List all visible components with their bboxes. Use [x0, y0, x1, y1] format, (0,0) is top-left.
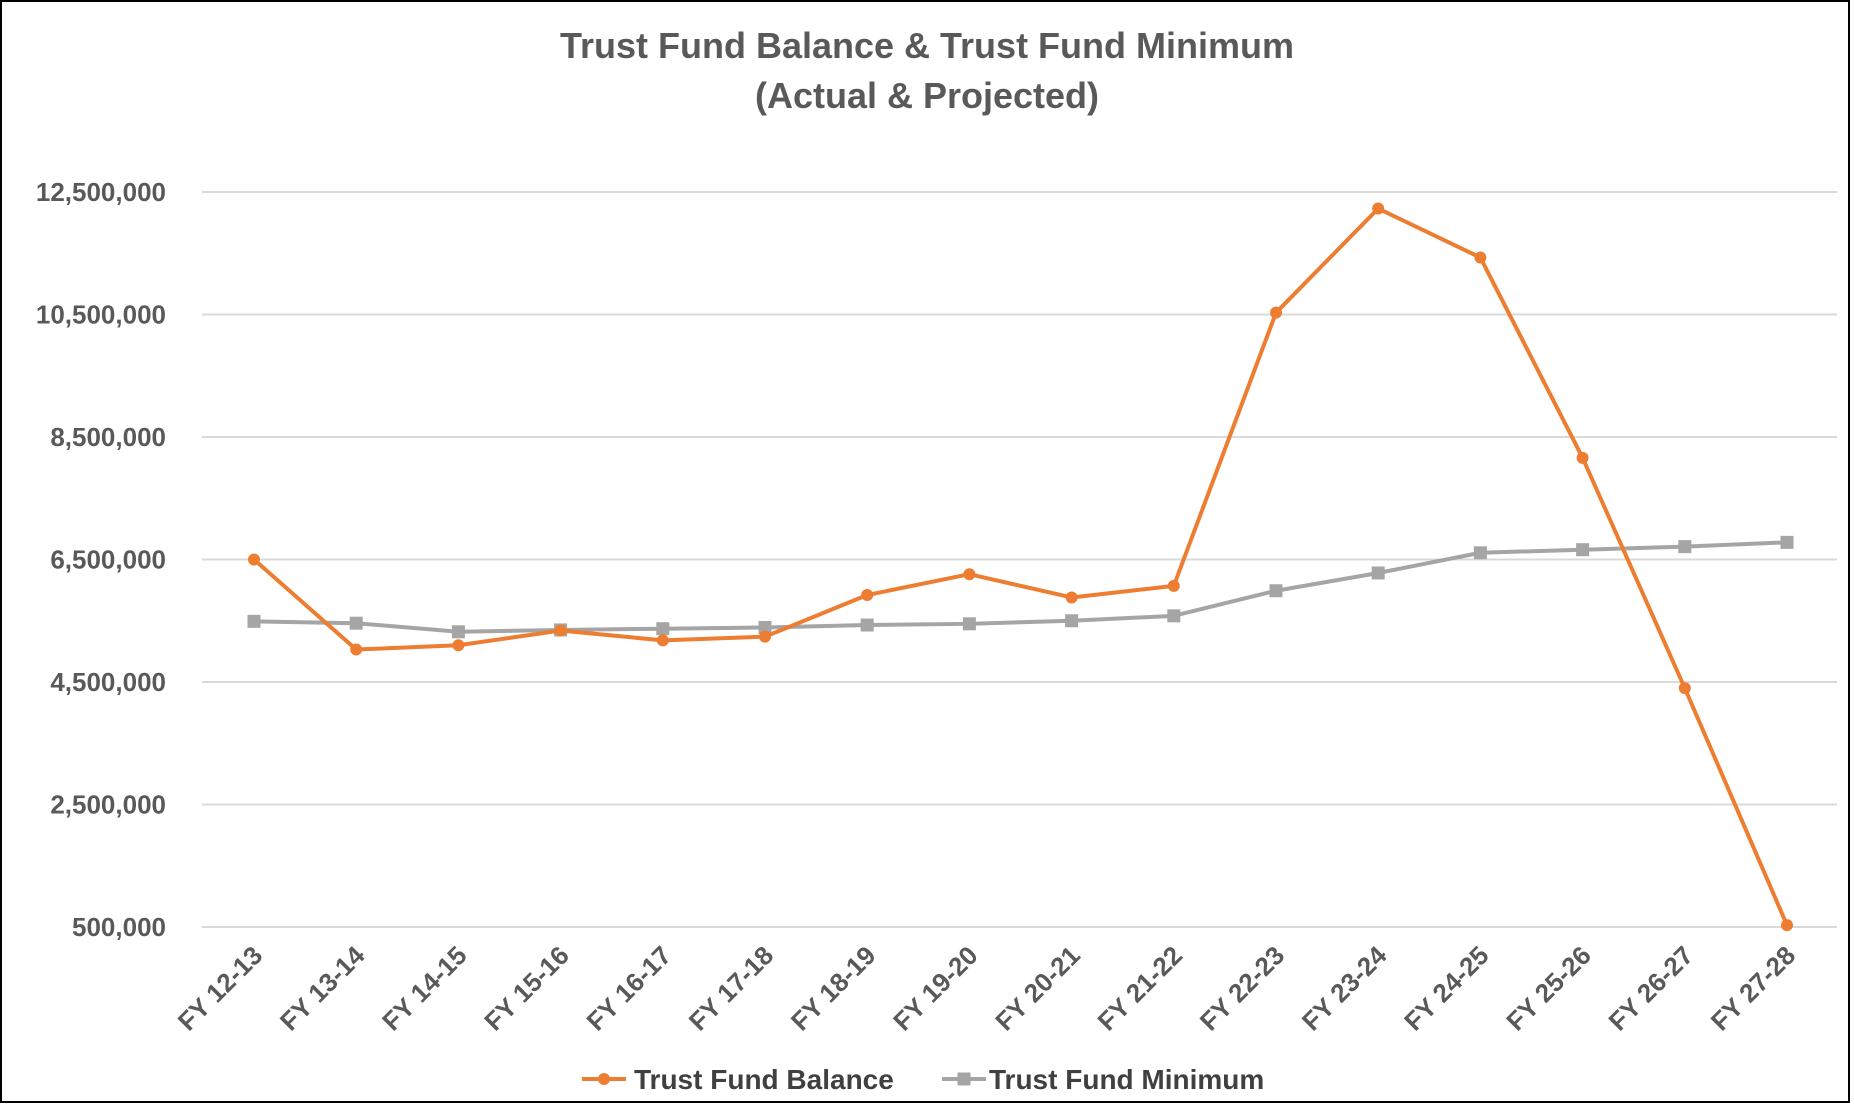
data-point — [554, 624, 567, 637]
x-tick-label: FY 15-16 — [478, 940, 575, 1037]
data-point — [1474, 251, 1487, 264]
data-point — [1065, 591, 1078, 604]
y-tick-label: 2,500,000 — [50, 790, 166, 820]
data-point — [758, 620, 772, 634]
x-tick-label: FY 17-18 — [683, 940, 780, 1037]
x-tick-label: FY 12-13 — [172, 940, 269, 1037]
data-point — [1065, 614, 1079, 628]
series-layer — [247, 202, 1794, 932]
data-point — [247, 614, 261, 628]
y-tick-label: 10,500,000 — [36, 300, 166, 330]
data-point — [248, 553, 260, 566]
data-point — [962, 617, 976, 631]
gridlines — [202, 191, 1837, 928]
data-point — [656, 622, 670, 636]
data-point — [963, 568, 976, 581]
data-point — [349, 616, 363, 630]
x-tick-label: FY 25-26 — [1500, 940, 1597, 1037]
data-point — [1576, 451, 1589, 464]
y-tick-label: 8,500,000 — [50, 422, 166, 452]
legend-label: Trust Fund Balance — [634, 1064, 894, 1095]
data-point — [452, 639, 465, 652]
data-point — [350, 643, 363, 656]
legend-marker — [957, 1072, 971, 1086]
data-point — [1270, 306, 1282, 319]
x-tick-label: FY 27-28 — [1705, 940, 1802, 1037]
data-point — [451, 625, 465, 639]
y-tick-label: 12,500,000 — [36, 177, 166, 207]
data-point — [1473, 546, 1487, 560]
data-point — [1576, 543, 1590, 557]
x-tick-label: FY 14-15 — [376, 940, 473, 1037]
x-axis-tick-labels: FY 12-13 FY 13-14 FY 14-15 FY 15-16 FY 16-17… — [172, 940, 1802, 1037]
data-point — [656, 634, 669, 647]
data-point — [1269, 584, 1283, 598]
chart-title: Trust Fund Balance & Trust Fund Minimum — [560, 25, 1294, 66]
x-tick-label: FY 23-24 — [1296, 940, 1393, 1037]
data-point — [759, 630, 771, 643]
x-tick-label: FY 20-21 — [989, 940, 1086, 1037]
data-point — [1167, 609, 1181, 623]
y-tick-label: 6,500,000 — [50, 545, 166, 575]
data-point — [1167, 579, 1180, 592]
x-tick-label: FY 21-22 — [1092, 940, 1189, 1037]
x-tick-label: FY 22-23 — [1194, 940, 1291, 1037]
chart-subtitle: (Actual & Projected) — [755, 75, 1099, 116]
data-point — [1372, 202, 1385, 215]
series-line-trust-fund-balance — [252, 206, 1789, 926]
y-tick-label: 4,500,000 — [50, 667, 166, 697]
x-tick-label: FY 18-19 — [785, 940, 882, 1037]
x-tick-label: FY 24-25 — [1398, 940, 1495, 1037]
data-point — [860, 618, 874, 632]
legend-label: Trust Fund Minimum — [989, 1064, 1264, 1095]
y-axis-tick-labels: 500,000 2,500,000 4,500,000 6,500,000 8,500,… — [36, 177, 166, 942]
data-point — [1780, 535, 1794, 549]
x-tick-label: FY 26-27 — [1603, 940, 1700, 1037]
data-point — [1371, 566, 1385, 580]
legend: Trust Fund Balance Trust Fund Minimum — [582, 1064, 1264, 1095]
legend-marker — [598, 1073, 610, 1085]
y-tick-label: 500,000 — [72, 912, 166, 942]
data-point — [1678, 540, 1692, 554]
data-point — [1781, 919, 1793, 932]
data-point — [861, 589, 874, 602]
x-tick-label: FY 19-20 — [887, 940, 984, 1037]
x-tick-label: FY 16-17 — [581, 940, 678, 1037]
series-line-trust-fund-minimum — [253, 540, 1788, 634]
data-point — [1678, 682, 1691, 695]
x-tick-label: FY 13-14 — [274, 940, 371, 1037]
